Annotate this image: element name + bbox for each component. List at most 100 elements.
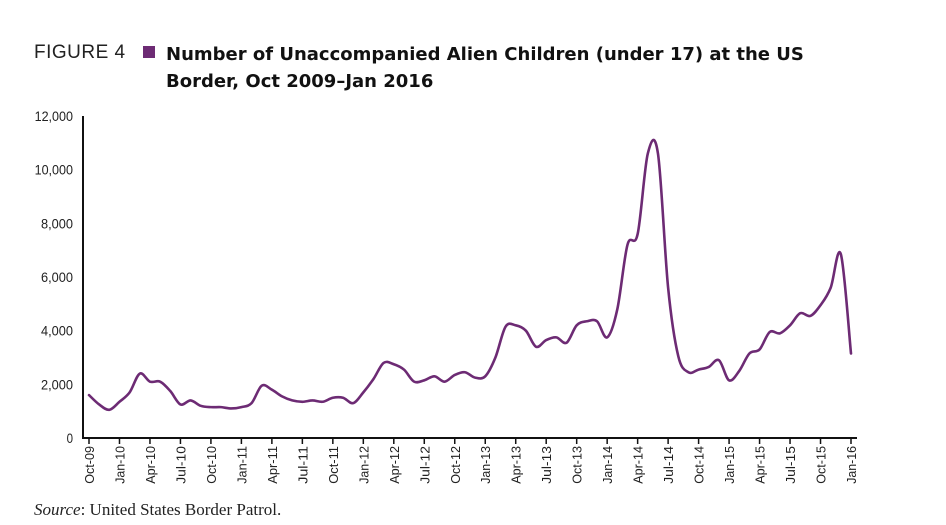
- data-point: [687, 371, 690, 374]
- x-tick-label: Oct-11: [326, 446, 341, 484]
- data-point: [484, 375, 487, 378]
- data-point: [199, 405, 202, 408]
- data-point: [352, 402, 355, 405]
- data-point: [555, 336, 558, 339]
- source-prefix: Source: [34, 500, 81, 519]
- data-point: [809, 315, 812, 318]
- data-point: [139, 372, 142, 375]
- data-point: [504, 325, 507, 328]
- x-tick-label: Jan-10: [112, 446, 127, 484]
- data-point: [403, 368, 406, 371]
- data-point: [758, 348, 761, 351]
- x-tick-label: Jan-16: [844, 446, 859, 484]
- y-tick-label: 6,000: [41, 269, 73, 285]
- data-point: [779, 332, 782, 335]
- data-point: [220, 406, 223, 409]
- data-point: [443, 380, 446, 383]
- y-tick-label: 2,000: [41, 376, 73, 392]
- x-tick-label: Jul-10: [173, 446, 188, 484]
- x-tick-label: Oct-14: [692, 446, 707, 484]
- x-tick-label: Apr-13: [509, 446, 524, 484]
- data-point: [291, 399, 294, 402]
- data-point: [321, 400, 324, 403]
- data-point: [169, 390, 172, 393]
- data-point: [667, 286, 670, 289]
- x-tick-label: Oct-13: [570, 446, 585, 484]
- data-point: [413, 380, 416, 383]
- chart-title: Number of Unaccompanied Alien Children (…: [166, 44, 804, 92]
- data-point: [535, 345, 538, 348]
- data-point: [179, 403, 182, 406]
- x-tick-label: Jan-15: [722, 446, 737, 484]
- data-point: [657, 152, 660, 155]
- data-point: [819, 304, 822, 307]
- data-point: [362, 391, 365, 394]
- data-point: [128, 391, 131, 394]
- data-point: [271, 388, 274, 391]
- x-tick-label: Apr-11: [265, 446, 280, 484]
- x-tick-label: Apr-14: [631, 446, 646, 484]
- y-tick-label: 0: [67, 430, 74, 446]
- x-tick-label: Oct-12: [448, 446, 463, 484]
- data-point: [393, 363, 396, 366]
- x-tick-label: Apr-10: [143, 446, 158, 484]
- data-point: [240, 406, 243, 409]
- data-point: [850, 352, 853, 355]
- y-tick-label: 4,000: [41, 323, 73, 339]
- data-point: [108, 409, 111, 412]
- data-point: [829, 286, 832, 289]
- figure-square-icon: [143, 46, 155, 58]
- source-text: : United States Border Patrol.: [80, 500, 282, 519]
- data-point: [230, 407, 233, 410]
- data-point: [260, 384, 263, 387]
- data-point: [697, 368, 700, 371]
- x-tick-label: Jan-13: [478, 446, 493, 484]
- data-point: [768, 331, 771, 334]
- data-point: [372, 378, 375, 381]
- line-chart: 0 2,000 4,000 6,000 8,000 10,000 12,000 Oct-09 J…: [35, 108, 859, 484]
- data-point: [423, 379, 426, 382]
- data-point: [281, 395, 284, 398]
- data-point: [586, 320, 589, 323]
- data-point: [342, 396, 345, 399]
- data-point: [494, 356, 497, 359]
- x-tick-label: Oct-15: [814, 446, 829, 484]
- data-point: [748, 352, 751, 355]
- y-tick-label: 10,000: [35, 162, 74, 178]
- data-point: [514, 324, 517, 327]
- x-tick-label: Apr-15: [753, 446, 768, 484]
- data-point: [565, 341, 568, 344]
- x-tick-label: Jul-12: [417, 446, 432, 484]
- data-point: [332, 396, 335, 399]
- data-point: [98, 403, 101, 406]
- x-tick-label: Jul-14: [661, 446, 676, 484]
- x-tick-label: Apr-12: [387, 446, 402, 484]
- data-point: [626, 244, 629, 247]
- data-point: [606, 336, 609, 339]
- data-point: [453, 374, 456, 377]
- data-point: [525, 329, 528, 332]
- data-point: [250, 402, 253, 405]
- x-tick-label: Jan-11: [234, 446, 249, 484]
- data-point: [88, 394, 91, 397]
- x-tick-label: Jul-15: [783, 446, 798, 484]
- data-point: [738, 370, 741, 373]
- data-point: [311, 399, 314, 402]
- data-point: [464, 371, 467, 374]
- data-point: [474, 376, 477, 379]
- figure-label: FIGURE 4: [34, 42, 126, 63]
- data-point: [301, 400, 304, 403]
- data-point: [707, 366, 710, 369]
- data-point: [789, 324, 792, 327]
- x-tick-label: Jan-14: [600, 446, 615, 484]
- data-point: [677, 355, 680, 358]
- data-point: [149, 380, 152, 383]
- data-point: [159, 380, 162, 383]
- data-point: [575, 324, 578, 327]
- x-tick-label: Jul-13: [539, 446, 554, 484]
- data-point: [840, 253, 843, 256]
- y-tick-label: 8,000: [41, 215, 73, 231]
- data-point: [718, 359, 721, 362]
- x-tick-label: Oct-10: [204, 446, 219, 484]
- x-tick-label: Jul-11: [295, 446, 310, 484]
